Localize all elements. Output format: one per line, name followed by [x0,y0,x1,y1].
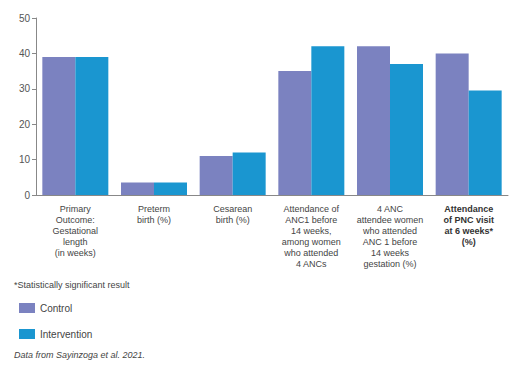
svg-text:14 weeks: 14 weeks [371,248,410,258]
svg-text:Attendance of: Attendance of [284,204,340,214]
svg-text:who attended: who attended [283,248,338,258]
svg-text:birth (%): birth (%) [137,215,171,225]
svg-text:ANC1 before: ANC1 before [285,215,337,225]
svg-text:Preterm: Preterm [138,204,170,214]
svg-text:Attendance: Attendance [444,204,493,214]
svg-text:attendee women: attendee women [357,215,424,225]
svg-text:who attended: who attended [362,226,417,236]
svg-text:among women: among women [282,237,341,247]
svg-text:(in weeks): (in weeks) [55,248,96,258]
svg-text:of PNC visit: of PNC visit [443,215,494,225]
svg-text:birth (%): birth (%) [216,215,250,225]
svg-text:50: 50 [19,13,31,24]
svg-text:*Statistically significant res: *Statistically significant result [14,280,130,290]
svg-text:4 ANCs: 4 ANCs [296,259,327,269]
svg-text:4 ANC: 4 ANC [377,204,404,214]
svg-text:ANC 1 before: ANC 1 before [363,237,418,247]
svg-text:10: 10 [19,154,31,165]
svg-text:Primary: Primary [60,204,91,214]
svg-text:Intervention: Intervention [40,329,92,340]
svg-text:at 6 weeks*: at 6 weeks* [444,226,493,236]
svg-text:0: 0 [24,190,30,201]
svg-text:Data from Sayinzoga et al. 202: Data from Sayinzoga et al. 2021. [14,350,145,360]
svg-text:40: 40 [19,48,31,59]
svg-text:length: length [63,237,88,247]
svg-text:Gestational: Gestational [53,226,99,236]
svg-text:Control: Control [40,303,72,314]
svg-text:20: 20 [19,119,31,130]
svg-text:14 weeks,: 14 weeks, [291,226,332,236]
svg-text:Outcome:: Outcome: [56,215,95,225]
svg-text:Cesarean: Cesarean [213,204,252,214]
svg-text:30: 30 [19,83,31,94]
svg-text:gestation (%): gestation (%) [363,259,416,269]
svg-text:(%): (%) [462,237,476,247]
